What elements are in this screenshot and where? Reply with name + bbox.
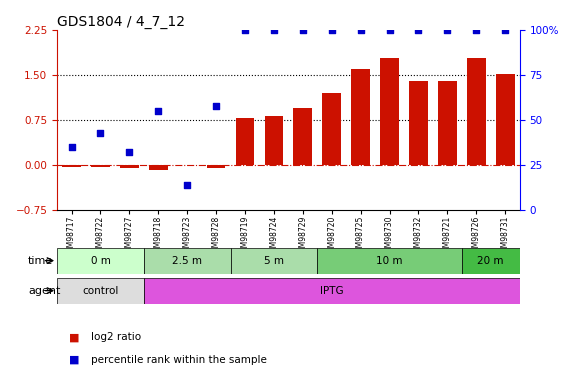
Point — [385, 27, 394, 33]
Text: ■: ■ — [69, 355, 79, 365]
Point — [356, 27, 365, 33]
Point — [414, 27, 423, 33]
Bar — [57, 278, 144, 304]
Text: ■: ■ — [69, 333, 79, 342]
Bar — [467, 58, 486, 165]
Point — [298, 27, 307, 33]
Text: 2.5 m: 2.5 m — [172, 256, 202, 266]
Point — [211, 103, 220, 109]
Bar — [496, 74, 514, 165]
Text: time: time — [28, 256, 54, 266]
Text: control: control — [82, 286, 119, 296]
Text: GDS1804 / 4_7_12: GDS1804 / 4_7_12 — [57, 15, 185, 29]
Bar — [236, 118, 255, 165]
Bar — [317, 248, 462, 274]
Bar — [264, 116, 283, 165]
Bar — [91, 165, 110, 167]
Bar — [409, 81, 428, 165]
Bar — [322, 93, 341, 165]
Point — [472, 27, 481, 33]
Bar — [57, 248, 144, 274]
Point — [96, 130, 105, 136]
Bar — [144, 278, 520, 304]
Text: 20 m: 20 m — [477, 256, 504, 266]
Bar — [293, 108, 312, 165]
Bar — [62, 165, 81, 167]
Bar — [351, 69, 370, 165]
Point — [183, 182, 192, 188]
Point — [443, 27, 452, 33]
Bar — [207, 165, 226, 168]
Text: 5 m: 5 m — [264, 256, 284, 266]
Bar — [149, 165, 168, 170]
Text: agent: agent — [28, 286, 61, 296]
Point — [125, 149, 134, 155]
Text: log2 ratio: log2 ratio — [91, 333, 142, 342]
Bar — [231, 248, 317, 274]
Text: percentile rank within the sample: percentile rank within the sample — [91, 355, 267, 365]
Point — [327, 27, 336, 33]
Text: 0 m: 0 m — [91, 256, 110, 266]
Point — [67, 144, 76, 150]
Text: IPTG: IPTG — [320, 286, 344, 296]
Bar — [438, 81, 457, 165]
Point — [240, 27, 250, 33]
Bar — [144, 248, 231, 274]
Point — [501, 27, 510, 33]
Bar — [462, 248, 520, 274]
Bar — [120, 165, 139, 168]
Point — [270, 27, 279, 33]
Text: 10 m: 10 m — [376, 256, 403, 266]
Bar — [380, 58, 399, 165]
Point — [154, 108, 163, 114]
